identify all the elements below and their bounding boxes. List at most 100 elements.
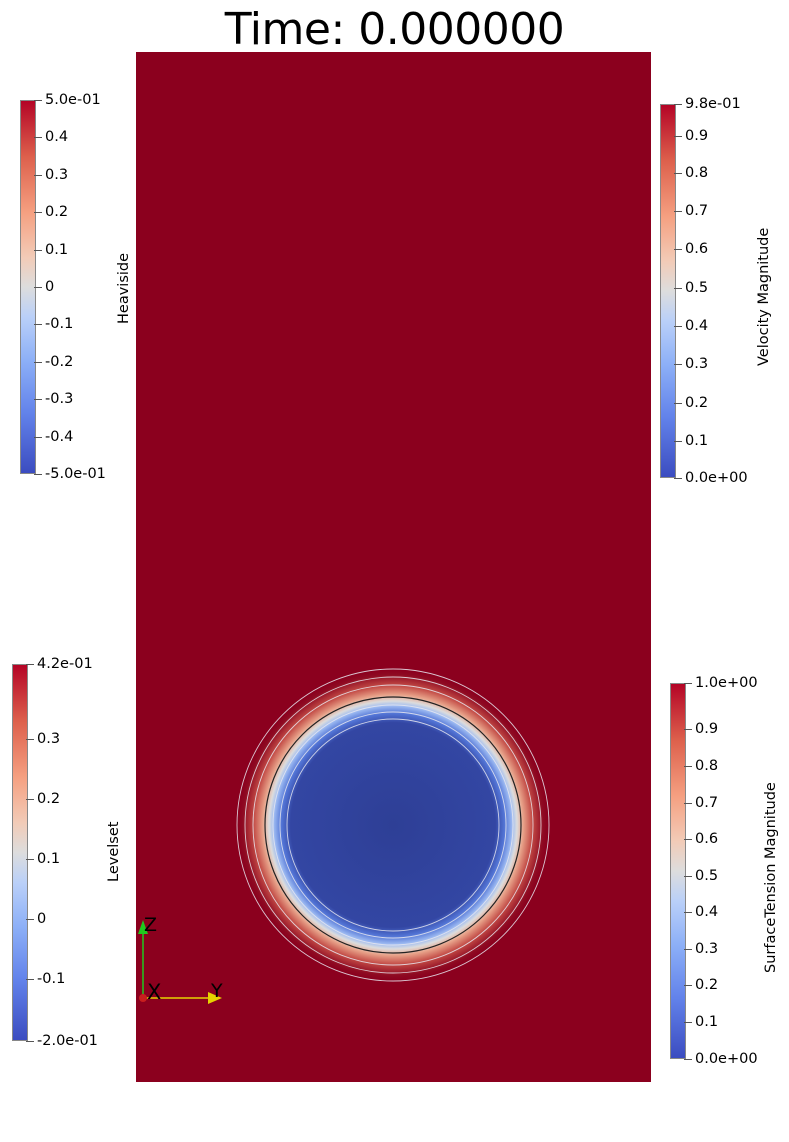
colorbar-tick-label: 0.3 [685,356,709,372]
colorbar-tick-label: 5.0e-01 [45,92,101,108]
bubble [238,670,548,980]
colorbar-tick-label: 0 [37,911,47,927]
colorbar-heaviside: 5.0e-01 0.4 0.3 0.2 0.1 0 -0.1 -0.2 -0.3 -0.4 -5.0… [20,92,140,482]
colorbar-velocity: 9.8e-01 0.9 0.8 0.7 0.6 0.5 0.4 0.3 0.2 0.1 0.0e+0… [660,96,789,486]
colorbar-tick [674,441,682,442]
colorbar-velocity-gradient [660,104,676,478]
colorbar-tick [684,876,692,877]
colorbar-tick [674,364,682,365]
colorbar-tick-label: -0.2 [45,354,74,370]
colorbar-tick-label: 0.2 [45,204,69,220]
colorbar-tick-label: 9.8e-01 [685,96,741,112]
colorbar-tick [34,324,42,325]
colorbar-tick-label: 0.8 [695,758,719,774]
colorbar-levelset-gradient [12,664,28,1041]
colorbar-tick [684,1022,692,1023]
colorbar-tick [34,212,42,213]
colorbar-tick [34,474,42,475]
colorbar-tick-label: -2.0e-01 [37,1033,98,1049]
colorbar-tick [34,100,42,101]
colorbar-tick-label: 0.2 [685,395,709,411]
colorbar-surface-tension-title: SurfaceTension Magnitude [763,782,779,973]
colorbar-tick [684,912,692,913]
colorbar-tick [34,362,42,363]
orientation-axes [138,920,222,1004]
colorbar-tick-label: 0.0e+00 [695,1051,758,1067]
colorbar-tick-label: 0.2 [37,791,61,807]
colorbar-tick [674,136,682,137]
colorbar-tick [684,683,692,684]
colorbar-tick-label: 4.2e-01 [37,656,93,672]
colorbar-tick-label: 0.1 [685,433,709,449]
colorbar-tick-label: 1.0e+00 [695,675,758,691]
colorbar-tick-label: 0.4 [695,904,719,920]
colorbar-tick [674,249,682,250]
colorbar-tick [674,173,682,174]
colorbar-tick-label: 0.7 [695,795,719,811]
colorbar-tick-label: 0.6 [685,241,709,257]
colorbar-tick [674,326,682,327]
colorbar-tick [26,664,34,665]
colorbar-tick-label: 0.1 [695,1014,719,1030]
interface-contour [264,696,522,954]
z-axis-label: Z [144,914,158,936]
colorbar-tick [674,211,682,212]
colorbar-velocity-title: Velocity Magnitude [756,227,772,366]
colorbar-tick [684,803,692,804]
x-axis-label: X [147,980,162,1004]
colorbar-tick [26,739,34,740]
colorbar-tick [684,985,692,986]
colorbar-tick-label: -0.1 [45,316,74,332]
colorbar-levelset: 4.2e-01 0.3 0.2 0.1 0 -0.1 -2.0e-01 Levelset [12,656,132,1049]
colorbar-tick [26,919,34,920]
colorbar-tick [26,1041,34,1042]
colorbar-tick [684,766,692,767]
colorbar-tick-label: 0.5 [685,280,709,296]
colorbar-tick [684,949,692,950]
colorbar-tick [684,729,692,730]
colorbar-tick [34,287,42,288]
colorbar-tick [34,399,42,400]
colorbar-tick-label: 0.3 [695,941,719,957]
colorbar-tick-label: 0.4 [685,318,709,334]
colorbar-tick-label: 0.6 [695,831,719,847]
colorbar-tick-label: 0.9 [695,721,719,737]
colorbar-tick-label: 0.0e+00 [685,470,748,486]
colorbar-tick-label: 0.1 [45,242,69,258]
colorbar-tick [26,979,34,980]
colorbar-surface-tension: 1.0e+00 0.9 0.8 0.7 0.6 0.5 0.4 0.3 0.2 0.1 0.0e+0… [670,675,789,1067]
colorbar-tick-label: -0.4 [45,429,74,445]
colorbar-tick [674,104,682,105]
colorbar-tick-label: 0.8 [685,165,709,181]
colorbar-tick [34,137,42,138]
colorbar-tick [26,799,34,800]
colorbar-tick-label: 0.1 [37,851,61,867]
colorbar-tick [26,859,34,860]
colorbar-levelset-title: Levelset [106,821,122,882]
colorbar-tick [674,403,682,404]
time-title: Time: 0.000000 [224,4,565,55]
colorbar-tick-label: 0.3 [37,731,61,747]
colorbar-tick-label: -5.0e-01 [45,466,106,482]
colorbar-tick [684,1059,692,1060]
colorbar-tick [34,250,42,251]
colorbar-tick [684,839,692,840]
y-axis-label: Y [211,980,223,1002]
colorbar-tick-label: 0.3 [45,167,69,183]
colorbar-tick-label: 0.4 [45,129,69,145]
colorbar-tick-label: 0.2 [695,977,719,993]
colorbar-tick-label: -0.3 [45,391,74,407]
levelset-contours [236,668,550,982]
colorbar-tick [34,175,42,176]
colorbar-tick-label: 0.9 [685,128,709,144]
colorbar-tick [34,437,42,438]
colorbar-tick [674,288,682,289]
colorbar-surface-tension-gradient [670,683,686,1059]
colorbar-tick-label: -0.1 [37,971,66,987]
colorbar-heaviside-title: Heaviside [116,252,132,324]
colorbar-tick-label: 0 [45,279,55,295]
colorbar-tick [674,478,682,479]
colorbar-tick-label: 0.5 [695,868,719,884]
colorbar-tick-label: 0.7 [685,203,709,219]
